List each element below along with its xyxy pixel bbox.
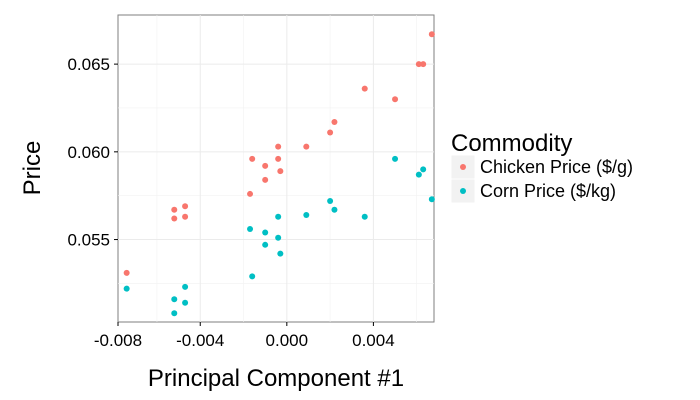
point-series-1-15: [361, 213, 368, 220]
x-axis-title: Principal Component #1: [148, 365, 404, 392]
point-series-0-18: [420, 61, 427, 68]
point-series-0-7: [262, 162, 269, 169]
point-series-1-19: [428, 196, 435, 203]
grid-lines: [118, 15, 434, 322]
point-series-0-17: [415, 61, 422, 68]
point-series-0-4: [182, 213, 189, 220]
point-series-1-3: [182, 283, 189, 290]
y-axis-ticks: 0.055 0.060 0.065: [67, 55, 118, 250]
legend: Commodity Chicken Price ($/g) Corn Price …: [450, 130, 633, 204]
data-points: [123, 31, 435, 317]
x-tick-label-3: 0.004: [352, 331, 395, 350]
point-series-1-7: [262, 229, 269, 236]
y-tick-label-0: 0.055: [67, 231, 110, 250]
plot-panel: [117, 14, 435, 323]
legend-label-1: Corn Price ($/kg): [480, 181, 616, 201]
point-series-1-5: [247, 226, 254, 233]
point-series-1-16: [392, 155, 399, 162]
point-series-1-1: [171, 296, 178, 303]
point-series-0-0: [123, 269, 130, 276]
point-series-0-12: [303, 143, 310, 150]
point-series-0-1: [171, 206, 178, 213]
point-series-0-19: [428, 31, 435, 38]
x-tick-label-1: -0.004: [176, 331, 224, 350]
point-series-0-14: [331, 119, 338, 126]
point-series-1-8: [262, 241, 269, 248]
y-tick-label-2: 0.065: [67, 55, 110, 74]
point-series-1-6: [249, 273, 256, 280]
point-series-0-15: [361, 85, 368, 92]
point-series-1-4: [182, 299, 189, 306]
legend-label-0: Chicken Price ($/g): [480, 157, 633, 177]
point-series-0-11: [277, 168, 284, 175]
point-series-1-18: [420, 166, 427, 173]
point-series-0-13: [327, 129, 334, 136]
legend-key-1: [450, 178, 476, 204]
point-series-1-10: [275, 234, 282, 241]
point-series-0-10: [275, 155, 282, 162]
point-series-0-5: [247, 190, 254, 197]
point-series-1-2: [171, 310, 178, 317]
point-series-1-12: [303, 211, 310, 218]
point-series-0-6: [249, 155, 256, 162]
point-series-0-3: [182, 203, 189, 210]
point-series-1-9: [275, 213, 282, 220]
legend-swatch-1: [460, 188, 466, 194]
x-axis-ticks: -0.008 -0.004 0.000 0.004: [94, 322, 395, 350]
point-series-0-2: [171, 215, 178, 222]
legend-swatch-0: [460, 164, 466, 170]
point-series-1-14: [331, 206, 338, 213]
x-tick-label-2: 0.000: [266, 331, 309, 350]
point-series-1-17: [415, 171, 422, 178]
point-series-0-8: [262, 176, 269, 183]
point-series-0-9: [275, 143, 282, 150]
legend-title: Commodity: [451, 130, 572, 157]
point-series-1-0: [123, 285, 130, 292]
legend-items: Chicken Price ($/g) Corn Price ($/kg): [450, 154, 633, 204]
x-tick-label-0: -0.008: [94, 331, 142, 350]
point-series-0-16: [392, 96, 399, 103]
y-tick-label-1: 0.060: [67, 143, 110, 162]
point-series-1-11: [277, 250, 284, 257]
point-series-1-13: [327, 197, 334, 204]
y-axis-title: Price: [19, 141, 46, 196]
